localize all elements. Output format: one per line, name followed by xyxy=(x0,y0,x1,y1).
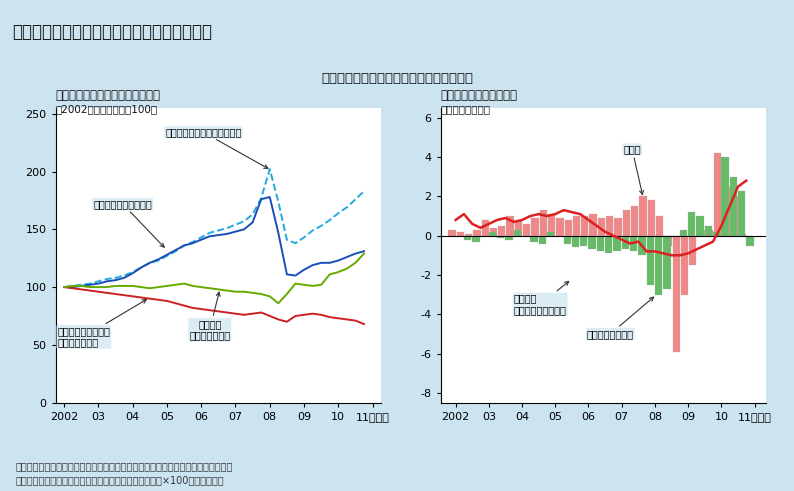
Text: 純輸出: 純輸出 xyxy=(623,144,643,194)
Text: 交易条件の悪化が貿易による所得増を減殺: 交易条件の悪化が貿易による所得増を減殺 xyxy=(321,72,473,85)
Bar xyxy=(605,236,612,253)
Bar xyxy=(631,206,638,236)
Text: 輸入物価（円ベース）: 輸入物価（円ベース） xyxy=(93,199,164,247)
Bar xyxy=(489,232,496,236)
Bar xyxy=(515,220,522,236)
Bar xyxy=(540,210,547,236)
Bar xyxy=(722,157,729,236)
Bar xyxy=(523,224,530,236)
Text: 第１－１－３図　交易条件の悪化と交易損失: 第１－１－３図 交易条件の悪化と交易損失 xyxy=(12,24,212,41)
Text: 純輸出－交易損失: 純輸出－交易損失 xyxy=(587,297,653,339)
Bar xyxy=(530,236,538,242)
Bar xyxy=(531,218,538,236)
Bar xyxy=(614,236,621,251)
Bar xyxy=(639,196,646,236)
Bar xyxy=(564,236,571,244)
Bar xyxy=(656,216,663,236)
Bar xyxy=(589,214,597,236)
Bar xyxy=(730,177,737,236)
Text: ２．交易条件＝輸出物価指数／輸入物価指数×100として算出。: ２．交易条件＝輸出物価指数／輸入物価指数×100として算出。 xyxy=(16,476,225,486)
Bar xyxy=(572,236,579,247)
Bar xyxy=(473,230,480,236)
Bar xyxy=(457,232,464,236)
Bar xyxy=(696,216,703,236)
Text: 交易利得
（マイナスは損失）: 交易利得 （マイナスは損失） xyxy=(514,281,569,315)
Bar xyxy=(506,236,513,240)
Bar xyxy=(597,236,604,251)
Text: （１）輸入物価と交易条件の動向: （１）輸入物価と交易条件の動向 xyxy=(56,89,160,102)
Bar xyxy=(697,230,705,236)
Bar xyxy=(706,230,713,236)
Bar xyxy=(705,226,712,236)
Bar xyxy=(665,236,672,246)
Text: （前年差、兆円）: （前年差、兆円） xyxy=(441,104,491,114)
Bar xyxy=(622,236,629,249)
Bar xyxy=(573,216,580,236)
Bar xyxy=(648,200,655,236)
Bar xyxy=(622,210,630,236)
Text: 交易条件
（低下＝悪化）: 交易条件 （低下＝悪化） xyxy=(189,292,230,341)
Bar xyxy=(581,216,588,236)
Text: 名目実効為替レート
（上昇＝円高）: 名目実効為替レート （上昇＝円高） xyxy=(57,300,146,348)
Bar xyxy=(481,220,489,236)
Bar xyxy=(498,226,506,236)
Bar xyxy=(588,236,596,249)
Bar xyxy=(514,230,521,236)
Bar xyxy=(646,236,654,285)
Bar xyxy=(730,196,738,236)
Bar xyxy=(655,236,662,295)
Bar xyxy=(663,236,671,289)
Bar xyxy=(738,191,746,236)
Bar xyxy=(739,234,746,236)
Bar xyxy=(746,236,754,246)
Bar xyxy=(615,218,622,236)
Bar xyxy=(688,212,696,236)
Bar xyxy=(557,218,564,236)
Bar xyxy=(689,236,696,265)
Bar xyxy=(680,230,687,236)
Bar xyxy=(723,187,730,236)
Bar xyxy=(507,216,514,236)
Bar xyxy=(606,216,614,236)
Bar xyxy=(497,236,504,238)
Text: （２）純輸出と交易損失: （２）純輸出と交易損失 xyxy=(441,89,518,102)
Bar xyxy=(464,236,471,240)
Bar xyxy=(673,236,680,352)
Bar xyxy=(713,232,720,236)
Bar xyxy=(547,232,554,236)
Text: 輸入物価（契約通貨ベース）: 輸入物価（契約通貨ベース） xyxy=(165,127,268,168)
Bar xyxy=(548,214,555,236)
Bar xyxy=(680,236,688,295)
Bar xyxy=(465,234,472,236)
Bar xyxy=(538,236,546,244)
Bar xyxy=(714,153,722,236)
Bar xyxy=(638,236,646,255)
Bar xyxy=(490,228,497,236)
Bar xyxy=(472,236,480,242)
Text: （2002年第１四半期＝100）: （2002年第１四半期＝100） xyxy=(56,104,158,114)
Bar xyxy=(598,218,605,236)
Bar xyxy=(565,220,572,236)
Bar xyxy=(630,236,638,251)
Text: （備考）　１．日本銀行「企業物価指数」、内閣府「国民経済計算」により作成。: （備考） １．日本銀行「企業物価指数」、内閣府「国民経済計算」により作成。 xyxy=(16,461,233,471)
Bar xyxy=(580,236,588,246)
Bar xyxy=(449,230,456,236)
